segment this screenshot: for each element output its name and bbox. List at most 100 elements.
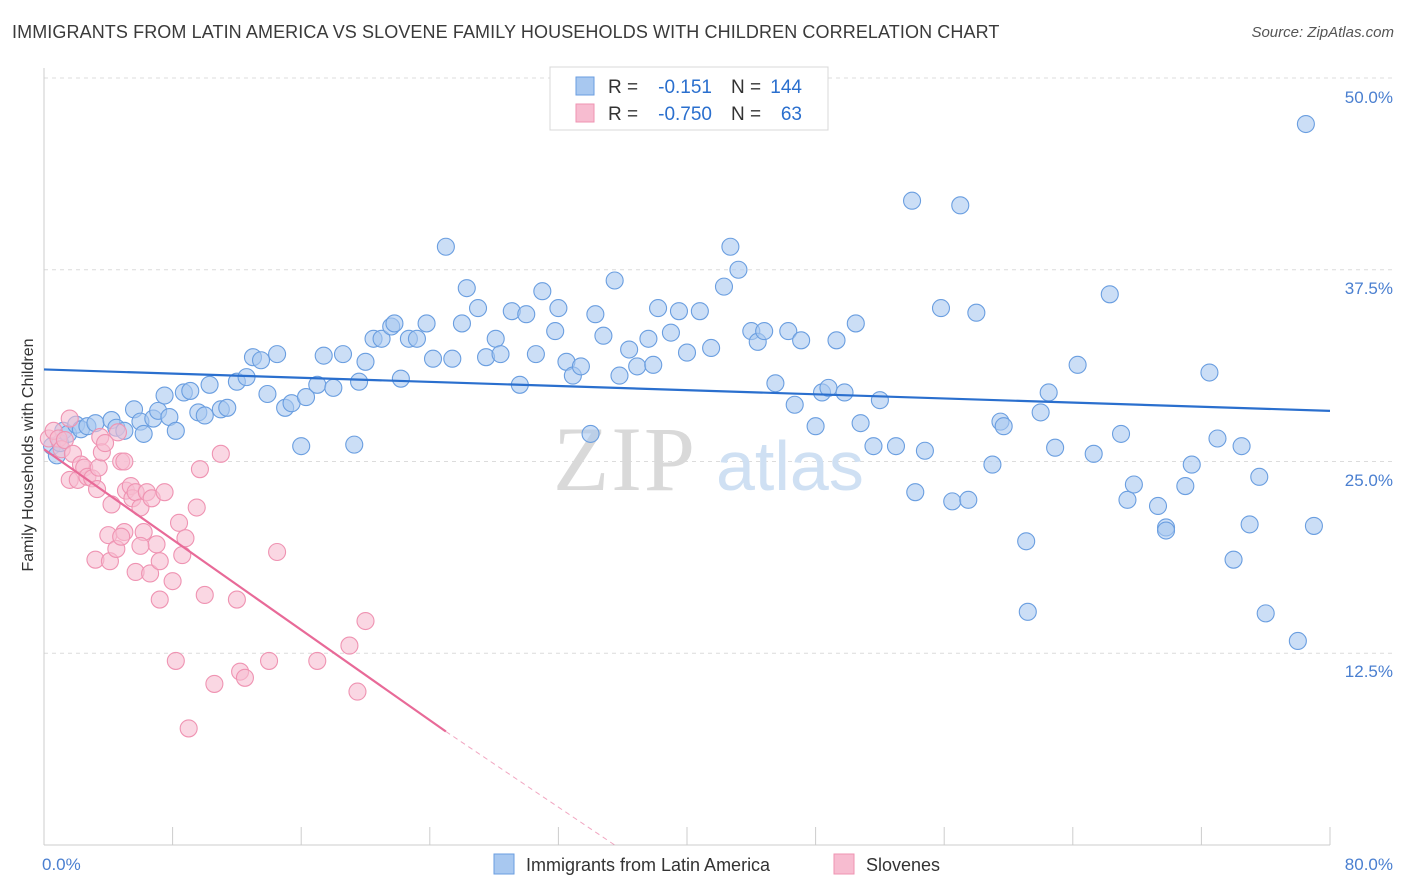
point-blue-74	[605, 271, 624, 290]
point-blue-59	[486, 329, 505, 348]
point-blue-141	[1018, 602, 1037, 621]
point-blue-103	[864, 437, 883, 456]
point-blue-50	[407, 329, 426, 348]
y-axis-label: Family Households with Children	[20, 339, 37, 572]
point-blue-76	[620, 340, 639, 359]
point-pink-46	[190, 460, 209, 479]
stats-legend: R = -0.151 N = 144 R = -0.750 N = 63	[549, 66, 829, 131]
point-pink-41	[169, 513, 189, 532]
point-blue-42	[350, 372, 369, 391]
point-blue-108	[915, 441, 934, 460]
point-blue-80	[649, 299, 668, 318]
point-pink-47	[195, 585, 214, 605]
y-tick-label-12-5: 12.5%	[1345, 662, 1393, 681]
series-legend-label-blue: Immigrants from Latin America	[526, 855, 771, 875]
point-pink-15	[89, 458, 108, 477]
point-blue-75	[610, 366, 629, 385]
point-blue-83	[677, 343, 697, 362]
point-blue-118	[1031, 403, 1050, 422]
point-blue-77	[628, 357, 647, 376]
point-blue-39	[324, 378, 343, 397]
point-blue-137	[1256, 604, 1275, 623]
point-blue-106	[902, 191, 922, 210]
point-pink-52	[235, 668, 254, 687]
point-blue-129	[1176, 476, 1195, 496]
point-blue-57	[468, 299, 488, 318]
point-blue-104	[870, 391, 889, 410]
point-blue-142	[1156, 521, 1176, 540]
y-tick-label-37-5: 37.5%	[1345, 279, 1393, 298]
point-blue-81	[661, 323, 680, 342]
x-tick-label-80: 80.0%	[1345, 855, 1393, 874]
point-blue-134	[1232, 437, 1251, 456]
legend-n-label-pink: N =	[731, 104, 761, 125]
legend-r-label-blue: R =	[608, 77, 638, 98]
legend-n-value-blue: 144	[770, 77, 802, 98]
point-blue-40	[333, 345, 353, 364]
point-blue-119	[1039, 383, 1058, 402]
point-pink-35	[147, 535, 166, 554]
y-tick-label-25: 25.0%	[1345, 471, 1393, 490]
point-blue-48	[391, 369, 410, 388]
watermark-zip: ZIP	[553, 408, 697, 510]
point-pink-44	[179, 719, 198, 738]
point-pink-4	[55, 430, 74, 450]
point-blue-56	[457, 279, 476, 298]
point-pink-38	[150, 590, 169, 609]
point-blue-72	[586, 305, 605, 324]
point-blue-21	[181, 381, 200, 400]
series-legend-label-pink: Slovenes	[866, 855, 940, 875]
point-blue-35	[292, 437, 311, 456]
point-blue-139	[1288, 631, 1307, 651]
point-pink-6	[60, 409, 79, 428]
point-pink-55	[308, 651, 327, 670]
point-pink-33	[141, 564, 160, 583]
legend-r-label-pink: R =	[608, 104, 638, 125]
point-blue-132	[1208, 429, 1227, 448]
legend-swatch-blue	[575, 76, 595, 96]
legend-n-label-blue: N =	[731, 77, 761, 98]
point-blue-94	[785, 395, 804, 414]
point-pink-20	[102, 495, 121, 514]
point-blue-120	[1046, 438, 1065, 457]
point-blue-82	[669, 302, 689, 321]
point-blue-65	[533, 282, 552, 301]
point-blue-24	[200, 375, 219, 394]
legend-r-value-blue: -0.151	[658, 77, 712, 98]
point-blue-99	[827, 331, 846, 350]
trend-line-pink	[43, 448, 447, 733]
point-blue-130	[1182, 455, 1201, 474]
point-blue-51	[417, 314, 436, 333]
point-blue-78	[639, 329, 658, 348]
legend-n-value-pink: 63	[781, 104, 802, 125]
series-legend: Immigrants from Latin America Slovenes	[493, 853, 940, 875]
point-blue-133	[1224, 550, 1243, 569]
point-blue-138	[1304, 516, 1323, 535]
point-blue-102	[851, 414, 870, 433]
chart-source: Source: ZipAtlas.com	[1251, 24, 1394, 41]
point-blue-126	[1124, 475, 1143, 494]
point-pink-49	[211, 444, 230, 463]
trend-line-pink-extension	[445, 731, 615, 846]
x-tick-label-0: 0.0%	[42, 855, 81, 874]
point-blue-52	[423, 349, 443, 368]
point-blue-84	[690, 302, 709, 321]
series-slovenes	[39, 409, 375, 738]
point-blue-55	[452, 314, 472, 333]
point-blue-66	[546, 322, 565, 341]
point-blue-67	[549, 299, 568, 318]
point-blue-105	[886, 437, 906, 456]
point-pink-50	[227, 590, 246, 609]
point-pink-62	[96, 434, 115, 453]
point-pink-60	[115, 452, 134, 471]
point-pink-37	[155, 483, 174, 502]
point-blue-96	[806, 417, 825, 436]
legend-r-value-pink: -0.750	[658, 104, 712, 125]
point-pink-14	[87, 480, 107, 499]
point-blue-41	[345, 435, 364, 454]
point-blue-36	[296, 388, 316, 407]
point-pink-36	[150, 552, 169, 571]
point-blue-60	[491, 345, 510, 364]
legend-swatch-pink	[575, 103, 595, 123]
